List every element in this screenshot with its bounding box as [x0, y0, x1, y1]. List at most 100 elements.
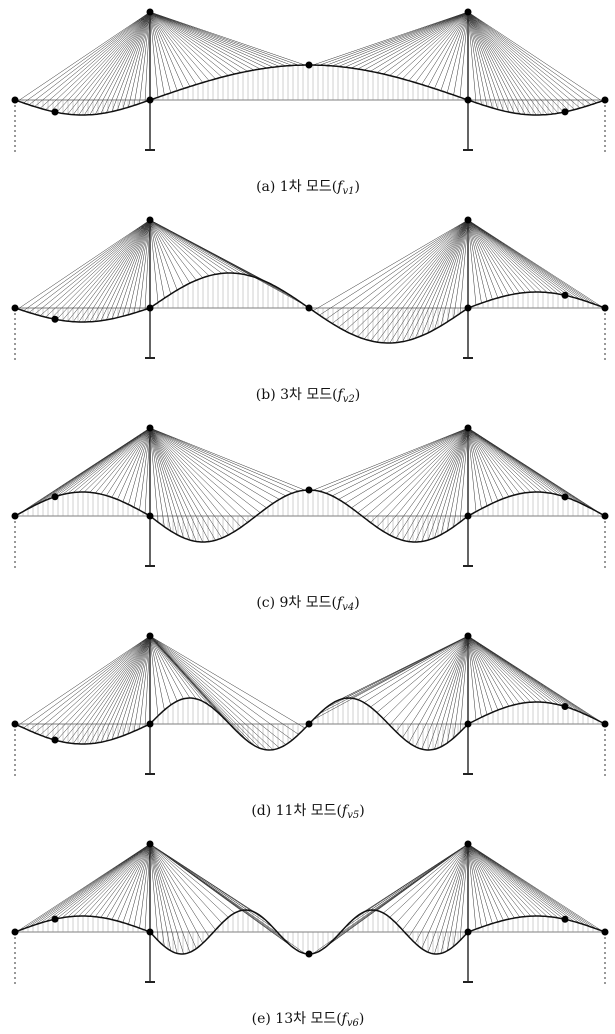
cable — [339, 220, 468, 327]
cable — [29, 12, 150, 105]
cable — [128, 636, 150, 734]
cable — [62, 428, 150, 495]
node — [465, 841, 472, 848]
cable — [150, 12, 222, 77]
node — [147, 217, 154, 224]
cable — [101, 220, 150, 321]
cable — [79, 12, 150, 115]
cable — [117, 220, 150, 318]
cable — [62, 844, 150, 918]
cable — [150, 844, 228, 917]
cable — [101, 12, 150, 114]
cable — [339, 428, 468, 499]
cable — [150, 844, 267, 921]
cable — [468, 636, 514, 705]
caption: (e) 13차 모드(fv6) — [252, 1011, 365, 1029]
cable — [150, 844, 216, 930]
cable — [468, 220, 536, 292]
cable — [468, 636, 547, 703]
cable — [313, 220, 468, 311]
cable — [468, 12, 580, 108]
cable — [468, 844, 553, 917]
cable — [351, 636, 468, 698]
node — [52, 316, 59, 323]
cable — [51, 844, 150, 920]
cable — [150, 220, 228, 273]
cable — [79, 220, 150, 322]
caption-subscript: v5 — [347, 810, 359, 821]
caption-close: ) — [355, 387, 360, 403]
caption-close: ) — [354, 179, 359, 195]
cable — [150, 220, 196, 280]
node — [465, 721, 472, 728]
cable — [150, 220, 216, 274]
cable — [468, 844, 575, 922]
cable — [339, 844, 468, 934]
cable — [150, 636, 286, 745]
cable — [468, 636, 509, 706]
cable — [46, 844, 150, 922]
cable — [468, 12, 542, 115]
cable — [73, 844, 150, 916]
node — [562, 493, 569, 500]
cable — [150, 428, 241, 527]
cable — [390, 844, 468, 917]
cable — [390, 428, 468, 535]
cable — [468, 428, 547, 493]
node — [52, 916, 59, 923]
node — [147, 721, 154, 728]
cable — [396, 220, 468, 343]
node — [306, 951, 313, 958]
caption-text: (d) 11차 모드( — [251, 803, 342, 819]
node — [147, 929, 154, 936]
cable — [150, 636, 305, 728]
caption-close: ) — [354, 595, 359, 611]
caption: (b) 3차 모드(fv2) — [256, 387, 360, 405]
page: (a) 1차 모드(fv1)(b) 3차 모드(fv2)(c) 9차 모드(fv… — [0, 0, 615, 1034]
cable — [150, 428, 299, 491]
node — [147, 305, 154, 312]
cable — [79, 428, 150, 492]
cable — [150, 844, 299, 951]
cable — [150, 636, 292, 740]
cable — [371, 220, 468, 341]
cable — [468, 844, 520, 917]
cable — [468, 12, 602, 101]
cable — [46, 12, 150, 110]
cable — [150, 636, 267, 750]
cable — [73, 636, 150, 744]
cable — [364, 636, 468, 703]
cable — [150, 220, 222, 273]
cable — [434, 636, 468, 749]
cable — [150, 12, 292, 65]
caption-subscript: v1 — [342, 186, 354, 197]
cable — [62, 636, 150, 742]
caption-text: (e) 13차 모드( — [252, 1011, 342, 1027]
cable — [106, 12, 150, 113]
cable — [150, 636, 279, 748]
node — [602, 305, 609, 312]
cable — [468, 844, 514, 918]
cable — [402, 220, 468, 342]
node — [562, 108, 569, 115]
cable — [468, 844, 547, 916]
mode-panel: (c) 9차 모드(fv4) — [12, 425, 609, 614]
node — [147, 841, 154, 848]
cable — [150, 428, 260, 513]
node — [52, 493, 59, 500]
cable — [326, 12, 468, 65]
cable — [468, 636, 558, 705]
cable — [150, 428, 273, 503]
node — [465, 633, 472, 640]
cable — [150, 636, 273, 750]
cable — [62, 12, 150, 113]
node — [306, 487, 313, 494]
node — [52, 109, 59, 116]
cable — [468, 428, 553, 494]
cable — [468, 428, 542, 492]
cable — [468, 844, 558, 918]
cable — [95, 12, 150, 114]
node — [147, 425, 154, 432]
node — [602, 513, 609, 520]
node — [147, 97, 154, 104]
